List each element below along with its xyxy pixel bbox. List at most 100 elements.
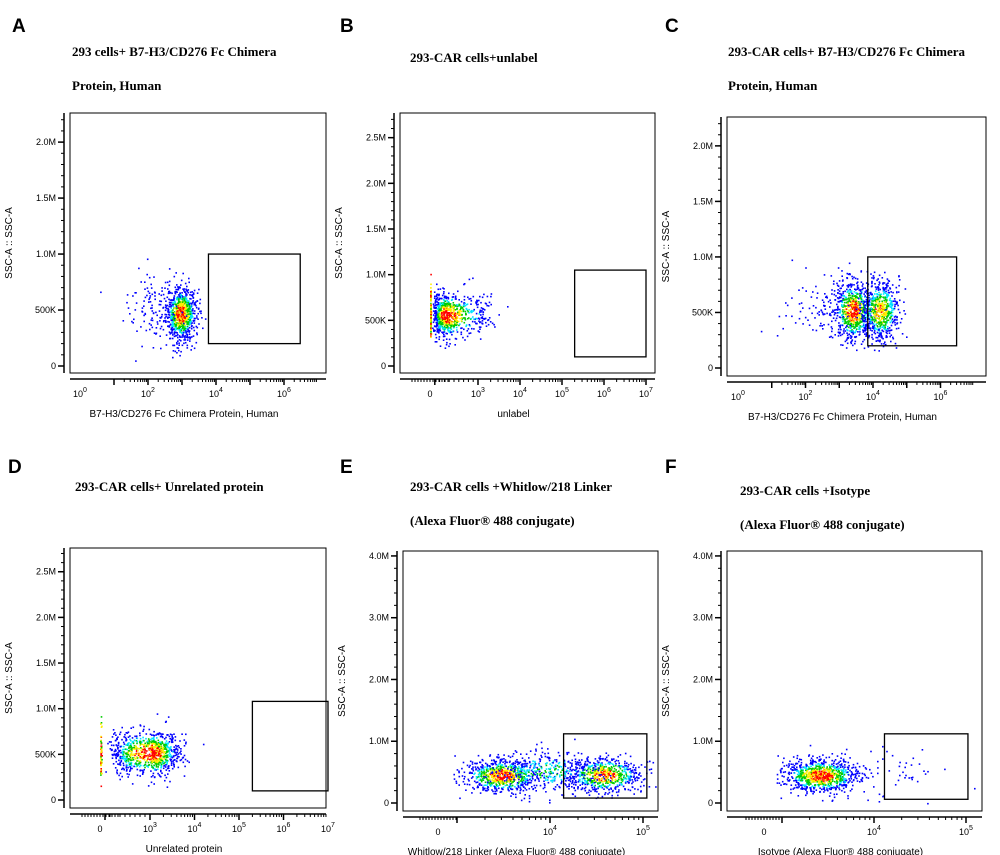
- data-point: [165, 334, 168, 336]
- data-point: [141, 753, 143, 756]
- data-point: [891, 318, 894, 320]
- data-point: [871, 277, 873, 279]
- data-point: [434, 312, 437, 314]
- data-point: [876, 317, 878, 319]
- data-point: [884, 298, 887, 301]
- data-point: [456, 329, 458, 331]
- data-point: [877, 339, 879, 342]
- data-point: [127, 744, 130, 747]
- data-point: [834, 312, 836, 314]
- x-tick-exponent: 4: [553, 825, 557, 832]
- data-point: [126, 301, 128, 304]
- data-point: [178, 327, 180, 330]
- data-point: [170, 318, 172, 320]
- data-point: [144, 764, 146, 766]
- data-point: [190, 298, 192, 300]
- data-point: [171, 767, 174, 770]
- data-point: [183, 298, 185, 301]
- data-point: [176, 760, 178, 763]
- data-point: [165, 761, 168, 763]
- data-point: [882, 296, 884, 298]
- data-point: [138, 756, 141, 759]
- y-tick-label: 500K: [692, 307, 713, 317]
- data-point: [888, 311, 891, 313]
- data-point: [175, 331, 177, 334]
- data-point: [885, 321, 888, 323]
- data-point: [868, 334, 871, 337]
- data-point: [878, 274, 881, 277]
- data-point: [435, 295, 438, 298]
- data-point: [891, 311, 894, 314]
- data-point: [442, 318, 444, 320]
- data-point: [860, 306, 863, 309]
- data-point: [196, 300, 199, 302]
- data-point: [861, 295, 863, 298]
- data-point: [155, 740, 157, 743]
- data-point: [183, 745, 186, 747]
- data-point: [856, 312, 859, 315]
- x-tick-base: 10: [597, 389, 607, 399]
- x-tick-label: 102: [799, 390, 813, 402]
- data-point: [890, 306, 892, 309]
- data-point: [165, 306, 167, 309]
- data-point: [136, 742, 138, 745]
- data-point: [453, 311, 455, 313]
- data-point: [148, 276, 151, 279]
- data-point: [466, 303, 469, 305]
- data-point: [190, 311, 193, 314]
- gate-rectangle: [207, 253, 301, 345]
- data-point: [433, 330, 436, 332]
- data-point: [430, 325, 432, 327]
- data-point: [160, 765, 163, 767]
- data-point: [437, 329, 440, 331]
- data-point: [461, 306, 464, 309]
- data-point: [437, 322, 440, 325]
- data-point: [857, 308, 860, 310]
- data-point: [127, 766, 129, 769]
- data-point: [100, 785, 103, 788]
- data-point: [182, 272, 184, 275]
- data-point: [469, 325, 471, 327]
- data-point: [100, 740, 102, 743]
- plot-area: [399, 112, 656, 374]
- data-point: [506, 784, 508, 786]
- data-point: [883, 343, 885, 345]
- data-point: [884, 343, 887, 346]
- data-point: [445, 297, 448, 300]
- data-point: [129, 770, 131, 772]
- data-point: [830, 335, 832, 338]
- panel-title: 293-CAR cells +Whitlow/218 Linker: [410, 479, 612, 494]
- data-point: [434, 306, 437, 309]
- y-tick-label: 500K: [365, 315, 386, 325]
- data-point: [167, 288, 169, 290]
- data-point: [463, 283, 466, 285]
- data-point: [445, 321, 447, 323]
- data-point: [152, 737, 155, 740]
- data-point: [859, 302, 861, 305]
- data-point: [112, 744, 115, 747]
- data-point: [888, 329, 890, 332]
- data-point: [174, 736, 177, 738]
- data-point: [178, 328, 181, 331]
- data-point: [182, 307, 185, 309]
- data-point: [165, 744, 167, 746]
- data-point: [859, 322, 861, 324]
- data-point: [523, 770, 526, 772]
- data-point: [180, 350, 182, 353]
- data-point: [192, 308, 194, 310]
- data-point: [865, 334, 868, 336]
- data-point: [117, 742, 120, 744]
- data-point: [839, 287, 841, 290]
- data-point: [161, 735, 163, 738]
- data-point: [130, 748, 132, 750]
- data-point: [168, 316, 170, 319]
- data-point: [162, 761, 164, 763]
- data-point: [853, 321, 856, 323]
- data-point: [853, 309, 856, 312]
- data-point: [125, 744, 127, 746]
- data-point: [148, 748, 151, 751]
- data-point: [133, 746, 136, 749]
- data-point: [100, 746, 103, 749]
- data-point: [855, 300, 857, 302]
- data-point: [459, 313, 462, 316]
